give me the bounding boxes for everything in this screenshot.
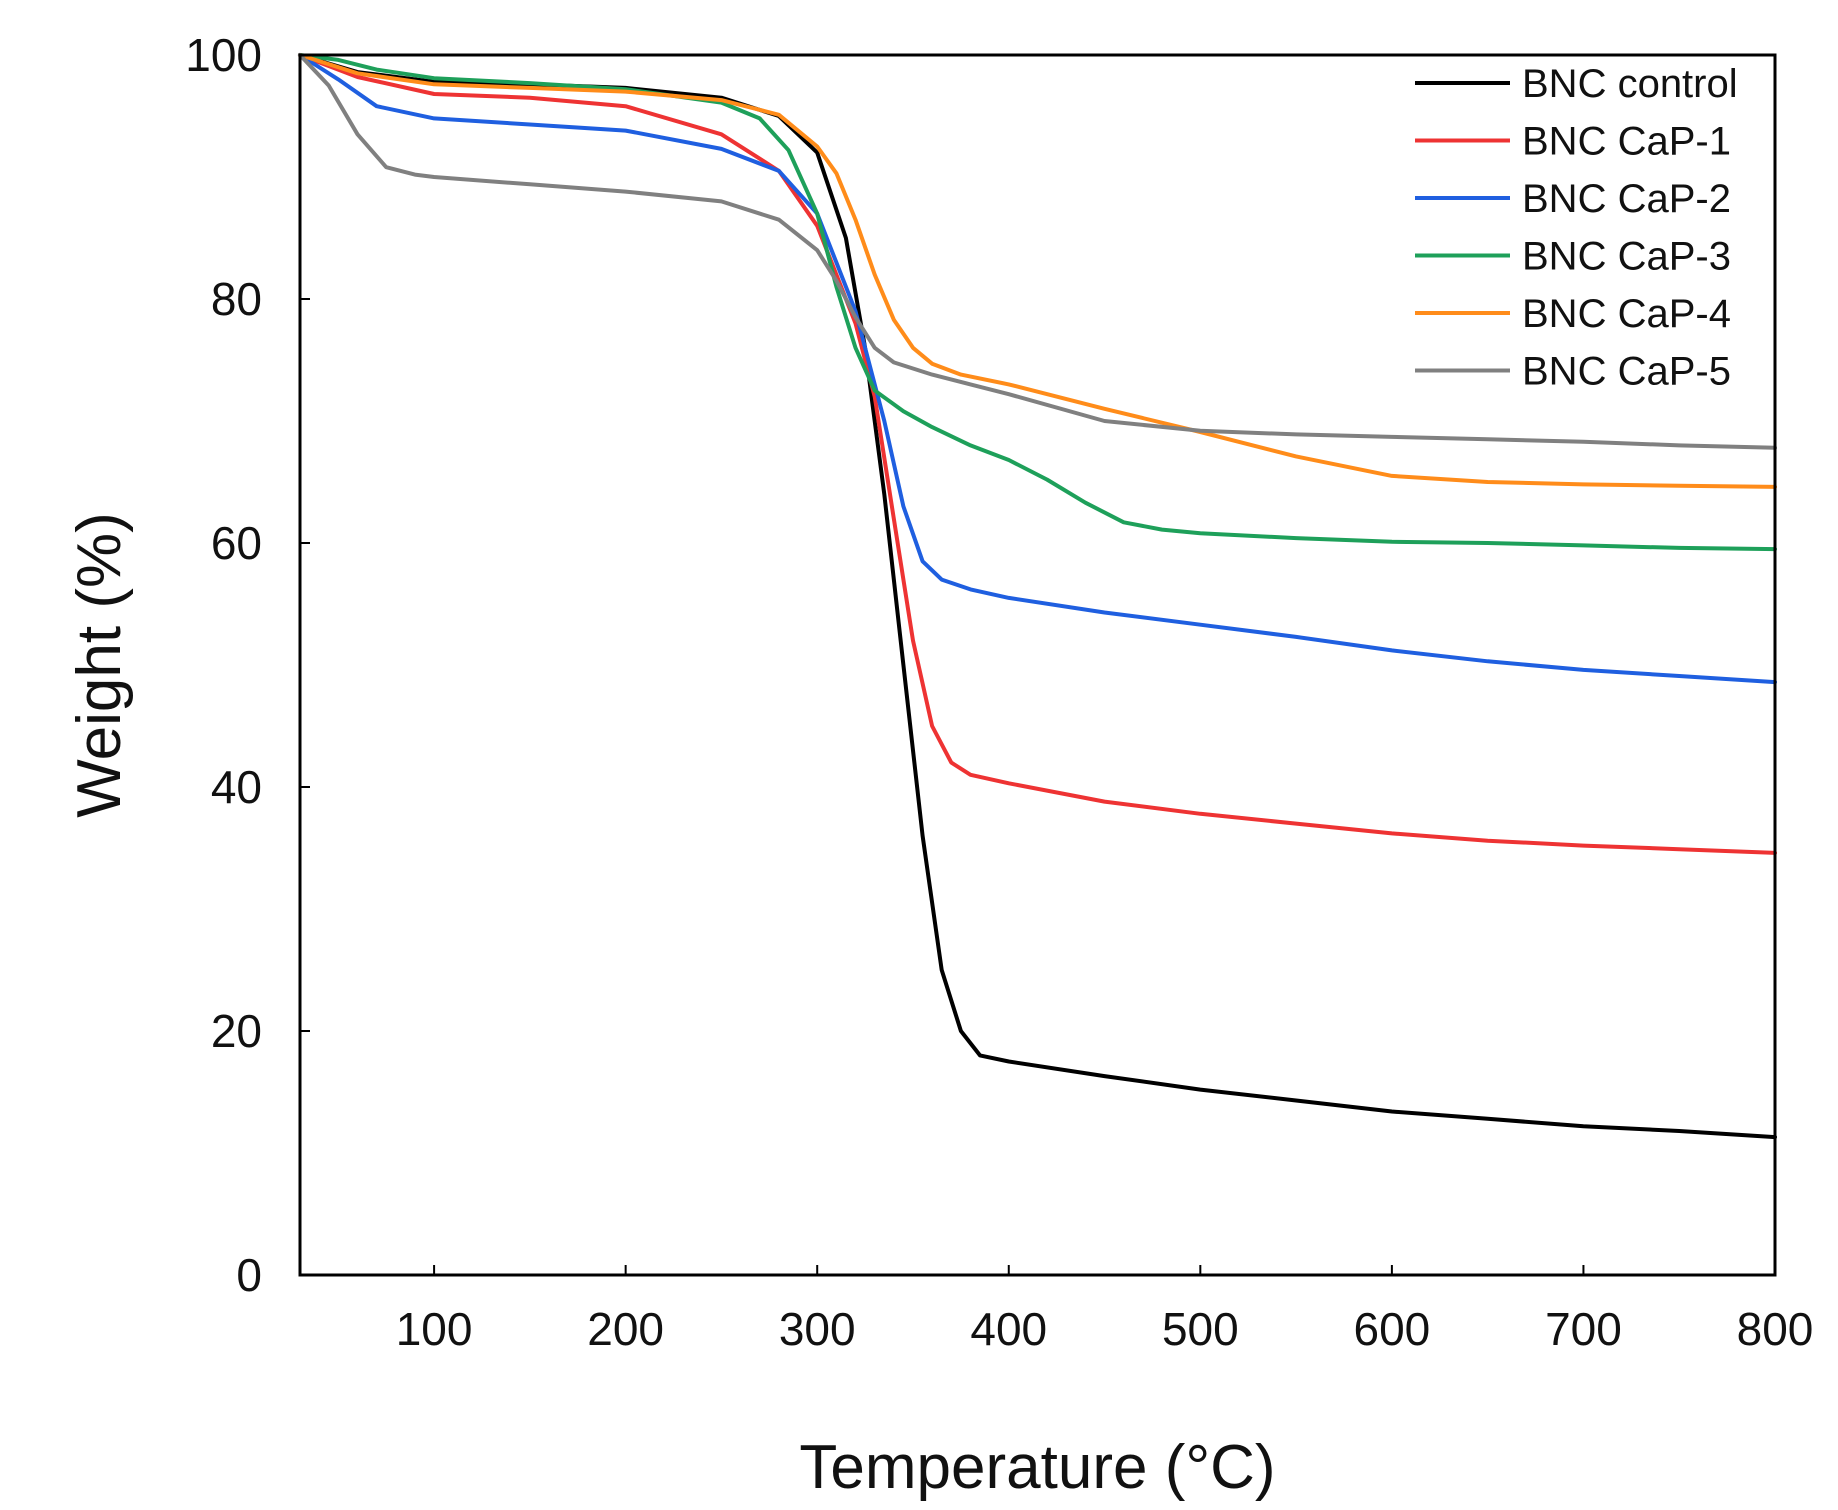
axis-ticks: 0 20 40 60 80 100 100 200 300 400 500 600 700 800 (185, 29, 1813, 1355)
legend-label-2: BNC CaP-1 (1522, 120, 1731, 164)
x-tick-label: 400 (970, 1303, 1047, 1355)
legend-label-5: BNC CaP-4 (1522, 292, 1731, 336)
x-axis-title: Temperature (°C) (799, 1433, 1275, 1502)
x-tick-label: 300 (779, 1303, 856, 1355)
plot-frame (298, 53, 1777, 1277)
x-tick-label: 200 (587, 1303, 664, 1355)
series-line-2 (298, 53, 1777, 855)
y-tick-label: 40 (211, 761, 262, 813)
series-line-5 (298, 53, 1777, 489)
x-tick-label: 500 (1162, 1303, 1239, 1355)
legend-label-3: BNC CaP-2 (1522, 177, 1731, 221)
x-tick-label: 600 (1354, 1303, 1431, 1355)
series-line-4 (298, 53, 1777, 552)
y-tick-label: 100 (185, 29, 262, 81)
series-line-6 (298, 53, 1777, 450)
y-tick-label: 0 (236, 1249, 262, 1301)
y-tick-label: 60 (211, 517, 262, 569)
legend-label-1: BNC control (1522, 62, 1738, 106)
x-tick-label: 700 (1545, 1303, 1622, 1355)
legend-label-4: BNC CaP-3 (1522, 235, 1731, 279)
y-axis-title: Weight (%) (65, 512, 134, 818)
series-line-3 (298, 53, 1777, 685)
x-tick-label: 800 (1737, 1303, 1814, 1355)
x-tick-label: 100 (396, 1303, 473, 1355)
legend: BNC control BNC CaP-1 BNC CaP-2 BNC CaP-3 BN… (1415, 62, 1738, 394)
y-tick-label: 80 (211, 273, 262, 325)
legend-label-6: BNC CaP-5 (1522, 350, 1731, 394)
series-layer (298, 53, 1777, 1140)
y-tick-label: 20 (211, 1005, 262, 1057)
